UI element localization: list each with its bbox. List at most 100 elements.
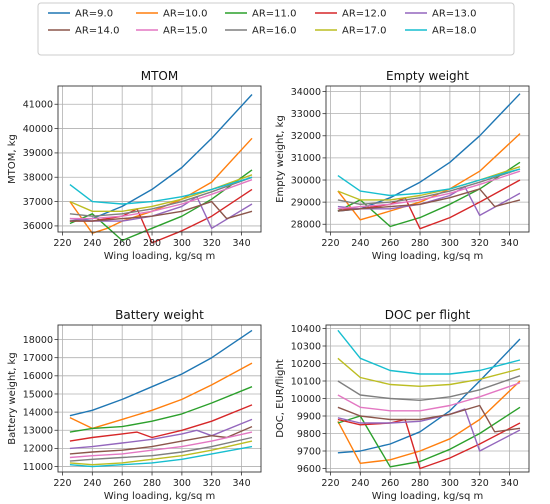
y-tick-label: 9700 bbox=[297, 446, 321, 457]
legend-entry: AR=14.0 bbox=[75, 26, 119, 37]
y-tick-label: 14000 bbox=[23, 407, 53, 418]
chart-panel: 220 240 260 280 300 320 340 11000 12000 13000 1400… bbox=[7, 308, 262, 502]
x-tick-label: 220 bbox=[53, 478, 71, 489]
series-line bbox=[69, 386, 253, 433]
x-tick-label: 300 bbox=[173, 478, 191, 489]
legend-entry: AR=17.0 bbox=[342, 26, 386, 37]
chart-panel: 220 240 260 280 300 320 340 36000 37000 38000 3900… bbox=[7, 69, 262, 262]
y-axis-label: MTOM, kg bbox=[7, 134, 18, 184]
series-line bbox=[69, 176, 253, 205]
series-line bbox=[69, 176, 253, 217]
legend-entry: AR=16.0 bbox=[252, 26, 296, 37]
x-tick-label: 300 bbox=[441, 478, 459, 489]
chart-panel: 220 240 260 280 300 320 340 28000 29000 30000 3100… bbox=[275, 69, 530, 262]
series-line bbox=[69, 440, 253, 466]
x-tick-label: 220 bbox=[321, 478, 339, 489]
y-tick-label: 13000 bbox=[23, 426, 53, 437]
series-line bbox=[337, 168, 521, 197]
x-tick-label: 280 bbox=[143, 478, 161, 489]
series-line bbox=[337, 408, 521, 452]
y-tick-label: 34000 bbox=[291, 87, 321, 98]
x-tick-label: 260 bbox=[381, 478, 399, 489]
series-line bbox=[69, 179, 253, 220]
y-tick-label: 10200 bbox=[291, 359, 321, 370]
series-line bbox=[337, 170, 521, 210]
y-tick-label: 29000 bbox=[291, 197, 321, 208]
legend-entry: AR=9.0 bbox=[75, 9, 113, 20]
y-tick-label: 16000 bbox=[23, 371, 53, 382]
x-tick-label: 240 bbox=[351, 478, 369, 489]
series-line bbox=[337, 418, 521, 470]
legend-entry: AR=10.0 bbox=[163, 9, 207, 20]
series-line bbox=[337, 375, 521, 401]
y-tick-label: 9800 bbox=[297, 429, 321, 440]
legend-frame bbox=[37, 2, 515, 56]
y-axis-label: DOC, EUR/flight bbox=[275, 359, 286, 438]
y-tick-label: 15000 bbox=[23, 389, 53, 400]
y-tick-label: 9900 bbox=[297, 411, 321, 422]
x-axis-label: Wing loading, kg/sq m bbox=[104, 251, 216, 262]
series-line bbox=[337, 168, 521, 206]
series-line bbox=[69, 431, 253, 459]
x-tick-label: 340 bbox=[233, 478, 251, 489]
x-tick-label: 240 bbox=[83, 478, 101, 489]
charts: 220 240 260 280 300 320 340 36000 37000 38000 3900… bbox=[7, 69, 530, 502]
y-tick-label: 10300 bbox=[291, 341, 321, 352]
series-line bbox=[69, 200, 253, 222]
x-tick-label: 320 bbox=[471, 238, 489, 249]
x-tick-label: 220 bbox=[53, 238, 71, 249]
y-tick-label: 12000 bbox=[23, 444, 53, 455]
y-axis-label: Battery weight, kg bbox=[7, 352, 18, 444]
y-tick-label: 10000 bbox=[291, 394, 321, 405]
series-line bbox=[69, 169, 253, 242]
y-tick-label: 31000 bbox=[291, 153, 321, 164]
chart-panel: 220 240 260 280 300 320 340 9600 9700 9800 9900 100… bbox=[275, 308, 530, 502]
axes-frame bbox=[57, 324, 262, 473]
series-line bbox=[337, 329, 521, 375]
y-tick-label: 36000 bbox=[23, 221, 53, 232]
chart-title: Battery weight bbox=[115, 308, 204, 322]
chart-title: DOC per flight bbox=[385, 308, 471, 322]
y-tick-label: 33000 bbox=[291, 109, 321, 120]
series-line bbox=[337, 382, 521, 412]
y-tick-label: 37000 bbox=[23, 197, 53, 208]
x-tick-label: 220 bbox=[321, 238, 339, 249]
y-tick-label: 10100 bbox=[291, 376, 321, 387]
x-tick-label: 320 bbox=[203, 238, 221, 249]
chart-title: MTOM bbox=[141, 69, 178, 83]
y-tick-label: 32000 bbox=[291, 131, 321, 142]
x-tick-label: 300 bbox=[441, 238, 459, 249]
legend-entry: AR=18.0 bbox=[432, 26, 476, 37]
axes-frame bbox=[57, 85, 262, 233]
y-tick-label: 28000 bbox=[291, 220, 321, 231]
axes-frame bbox=[325, 85, 530, 233]
y-tick-label: 10400 bbox=[291, 324, 321, 335]
y-tick-label: 18000 bbox=[23, 335, 53, 346]
x-tick-label: 280 bbox=[411, 478, 429, 489]
chart-title: Empty weight bbox=[386, 69, 469, 83]
y-tick-label: 17000 bbox=[23, 353, 53, 364]
x-tick-label: 260 bbox=[113, 478, 131, 489]
y-tick-label: 38000 bbox=[23, 173, 53, 184]
legend: AR=9.0 AR=10.0 AR=11.0 AR=12.0 AR=13.0 AR=14.… bbox=[37, 2, 515, 56]
series-line bbox=[337, 188, 521, 212]
x-tick-label: 240 bbox=[83, 238, 101, 249]
series-line bbox=[69, 404, 253, 442]
y-tick-label: 30000 bbox=[291, 175, 321, 186]
plot-area bbox=[58, 325, 261, 472]
x-tick-label: 260 bbox=[113, 238, 131, 249]
y-tick-label: 40000 bbox=[23, 124, 53, 135]
legend-entry: AR=11.0 bbox=[252, 9, 296, 20]
x-tick-label: 260 bbox=[381, 238, 399, 249]
x-axis-label: Wing loading, kg/sq m bbox=[104, 491, 216, 502]
x-tick-label: 340 bbox=[233, 238, 251, 249]
series-line bbox=[337, 404, 521, 433]
x-tick-label: 280 bbox=[143, 238, 161, 249]
y-tick-label: 9600 bbox=[297, 464, 321, 475]
y-axis-label: Empty weight, kg bbox=[275, 115, 286, 203]
x-axis-label: Wing loading, kg/sq m bbox=[372, 251, 484, 262]
x-tick-label: 320 bbox=[203, 478, 221, 489]
legend-entry: AR=15.0 bbox=[163, 26, 207, 37]
x-axis-label: Wing loading, kg/sq m bbox=[372, 491, 484, 502]
